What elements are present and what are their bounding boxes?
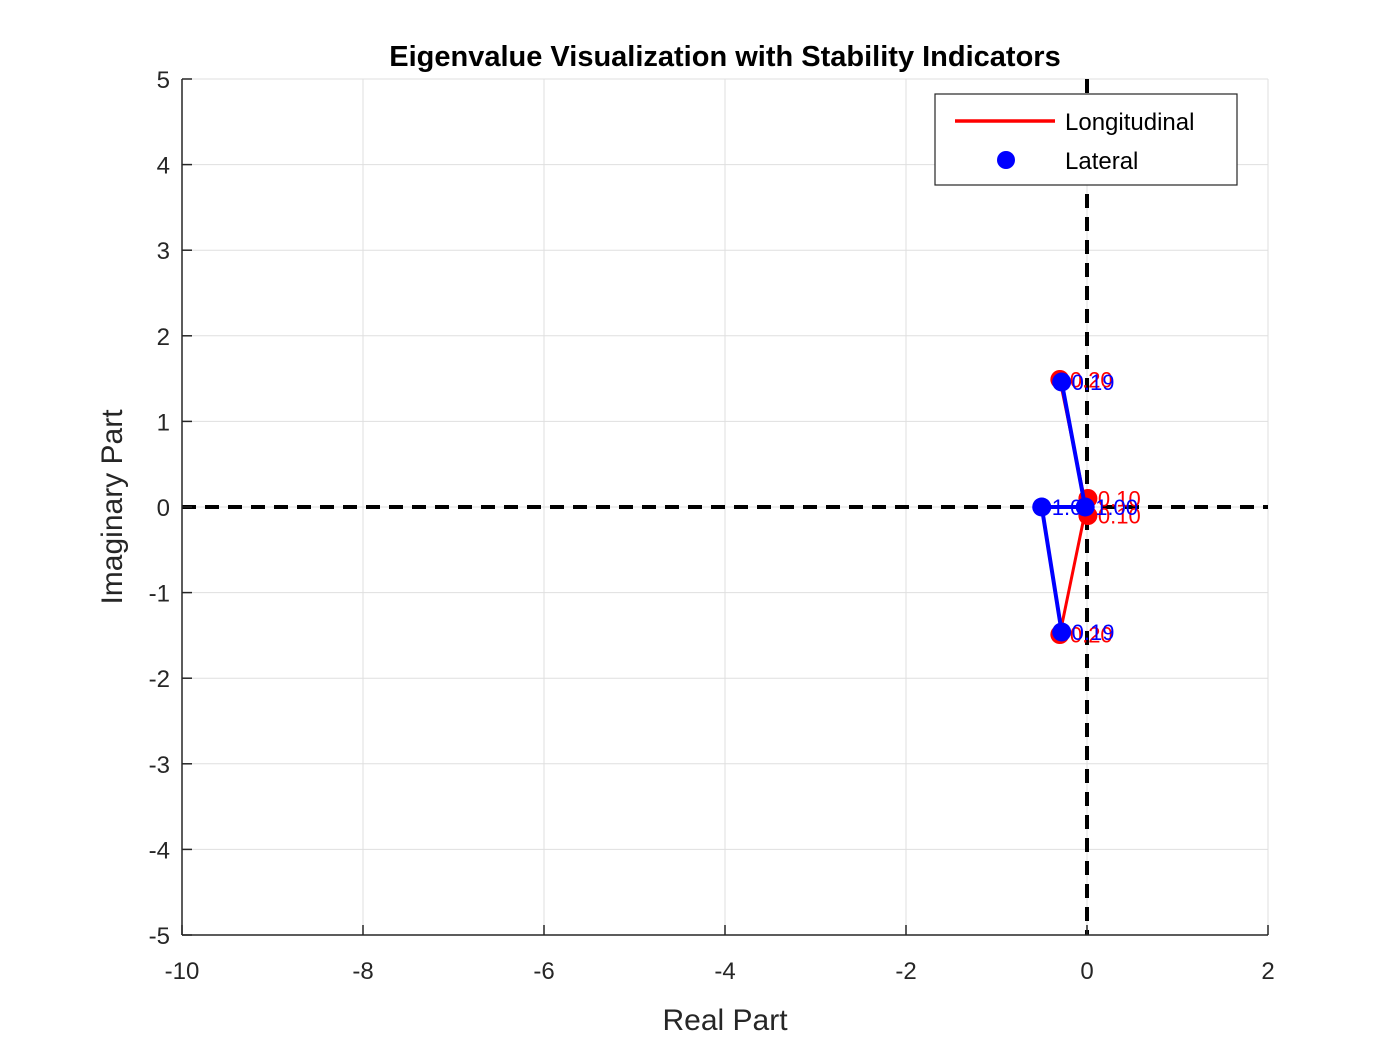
data-label: 1.00	[1052, 495, 1095, 520]
data-label: 0.20	[1070, 367, 1113, 392]
x-axis-title: Real Part	[662, 1004, 788, 1037]
data-label: 0.20	[1070, 623, 1113, 648]
y-tick-label: 5	[157, 67, 170, 94]
data-label: 0.19	[1072, 370, 1115, 395]
y-tick-label: -5	[149, 923, 170, 950]
legend: Longitudinal Lateral	[934, 93, 1238, 186]
data-point	[1052, 622, 1072, 642]
legend-box	[934, 93, 1238, 186]
legend-label-lateral: Lateral	[1065, 148, 1138, 175]
data-series: 0.20 0.20 0.100.10 0.19 0.19 1.00 1.00	[1032, 367, 1141, 648]
y-tick-label: 0	[157, 495, 170, 522]
y-tick-label: 2	[157, 324, 170, 351]
data-label: 1.00	[1095, 495, 1138, 520]
y-tick-label: -2	[149, 666, 170, 693]
y-tick-label: -1	[149, 581, 170, 608]
y-tick-label: 4	[157, 153, 170, 180]
chart-title: Eigenvalue Visualization with Stability …	[389, 41, 1060, 73]
data-label: 0.10	[1098, 504, 1141, 529]
legend-label-longitudinal: Longitudinal	[1065, 109, 1194, 136]
x-tick-label: 0	[1080, 958, 1093, 985]
x-tick-label: -6	[533, 958, 554, 985]
y-tick-label: 3	[157, 238, 170, 265]
y-tick-label: -3	[149, 752, 170, 779]
series-lateral: 0.19 0.19 1.00 1.00	[1032, 370, 1138, 645]
y-axis-title: Imaginary Part	[96, 409, 129, 605]
x-tick-label: -8	[352, 958, 373, 985]
data-label: 0.19	[1072, 620, 1115, 645]
legend-marker-lateral	[997, 151, 1015, 169]
data-label: 0.10	[1098, 486, 1141, 511]
data-point	[1075, 497, 1095, 517]
x-tick-label: -10	[165, 958, 200, 985]
x-tick-label: 2	[1261, 958, 1274, 985]
series-line	[1039, 381, 1088, 633]
y-tick-label: -4	[149, 837, 170, 864]
data-point	[1032, 497, 1052, 517]
x-tick-label: -2	[895, 958, 916, 985]
data-point	[1052, 372, 1072, 392]
y-tick-label: 1	[157, 409, 170, 436]
x-tick-label: -4	[714, 958, 735, 985]
